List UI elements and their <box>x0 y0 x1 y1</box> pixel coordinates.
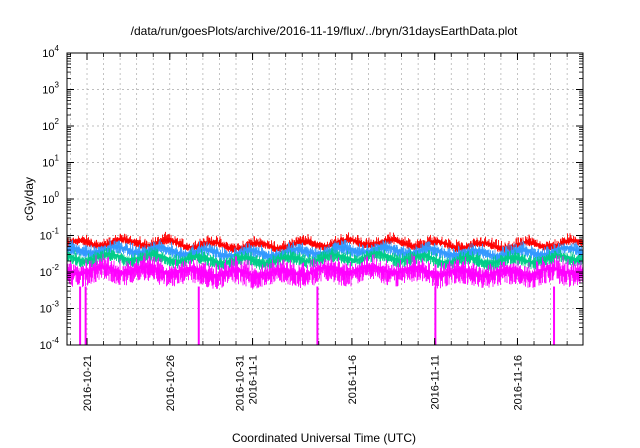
x-tick-label: 2016-11-1 <box>248 355 260 404</box>
x-tick-label: 2016-10-21 <box>82 355 94 411</box>
x-axis-label: Coordinated Universal Time (UTC) <box>232 431 416 445</box>
x-tick-label: 2016-11-16 <box>512 355 524 410</box>
x-tick-label: 2016-11-11 <box>430 355 442 410</box>
x-tick-label: 2016-10-31 <box>235 355 247 411</box>
y-tick-label: 10-2 <box>40 263 60 279</box>
y-tick-label: 101 <box>42 154 59 170</box>
y-tick-label: 10-1 <box>40 227 60 243</box>
y-tick-label: 104 <box>42 44 59 60</box>
y-tick-label: 10-4 <box>40 336 60 352</box>
x-tick-labels: 2016-10-21 2016-10-26 2016-10-31 2016-11-1 2… <box>82 355 524 411</box>
y-tick-label: 100 <box>42 190 59 206</box>
y-tick-labels: 10-4 10-3 10-2 10-1 100 101 102 103 104 <box>40 44 60 352</box>
y-tick-label: 10-3 <box>40 300 60 316</box>
chart-title: /data/run/goesPlots/archive/2016-11-19/f… <box>131 24 518 38</box>
grid-lines <box>67 53 583 345</box>
x-tick-label: 2016-10-26 <box>165 355 177 411</box>
y-tick-label: 102 <box>42 117 59 133</box>
plot-frame <box>66 52 584 346</box>
y-tick-label: 103 <box>42 81 59 97</box>
x-tick-label: 2016-11-6 <box>347 355 359 404</box>
y-axis-label: cGy/day <box>22 177 36 221</box>
axis-ticks <box>67 52 583 346</box>
data-series <box>66 231 584 345</box>
